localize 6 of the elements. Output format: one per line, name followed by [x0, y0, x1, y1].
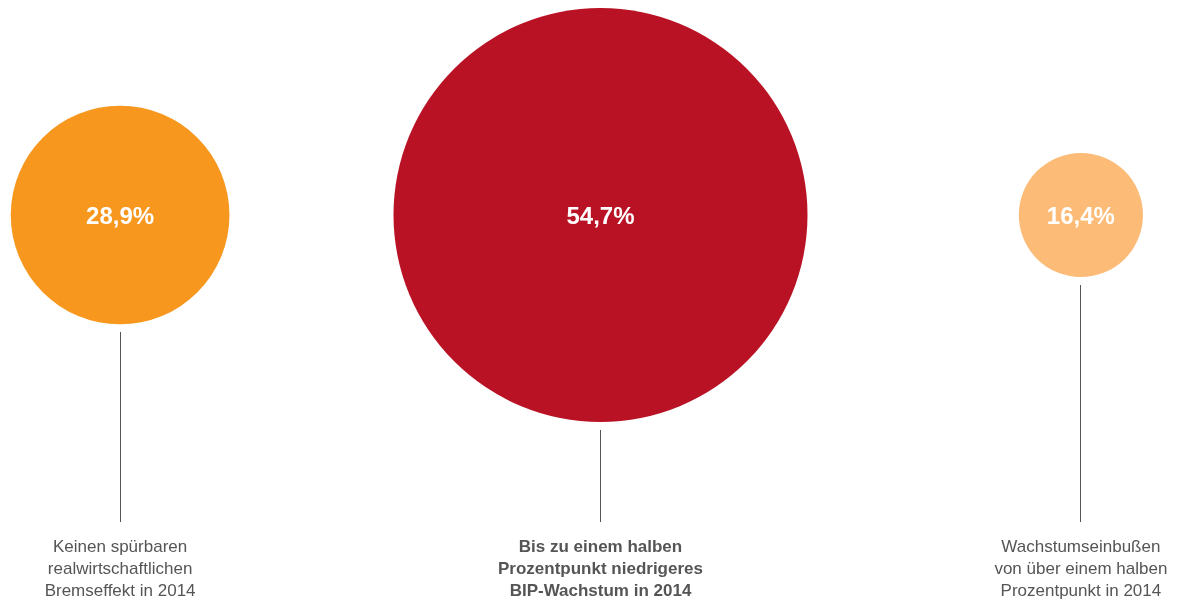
category-label: Keinen spürbaren realwirtschaftlichen Bremseffekt in 2014 [43, 536, 197, 602]
category-label: Wachstumseinbußen von über einem halben Prozentpunkt in 2014 [993, 536, 1169, 602]
data-label: 16,4% [1046, 201, 1115, 229]
data-label: 54,7% [566, 201, 635, 229]
category-label: Bis zu einem halben Prozentpunkt niedrigeres BIP-Wachstum in 2014 [497, 536, 704, 602]
data-label: 28,9% [86, 201, 155, 229]
